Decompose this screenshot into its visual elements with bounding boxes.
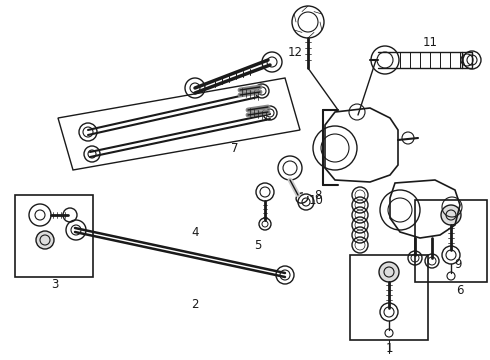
Text: 9: 9 bbox=[454, 258, 462, 271]
Text: 7: 7 bbox=[231, 141, 239, 154]
Circle shape bbox=[379, 262, 399, 282]
Text: 5: 5 bbox=[254, 239, 262, 252]
Bar bbox=[415, 200, 487, 282]
Circle shape bbox=[441, 205, 461, 225]
Bar bbox=[15, 195, 93, 277]
Text: 12: 12 bbox=[288, 45, 302, 59]
Bar bbox=[350, 255, 428, 340]
Text: 10: 10 bbox=[309, 194, 323, 207]
Circle shape bbox=[36, 231, 54, 249]
Text: 6: 6 bbox=[456, 284, 464, 297]
Text: 4: 4 bbox=[191, 225, 199, 239]
Text: 8: 8 bbox=[314, 189, 322, 202]
Text: 11: 11 bbox=[422, 36, 438, 49]
Text: 1: 1 bbox=[385, 342, 393, 355]
Text: 3: 3 bbox=[51, 279, 59, 292]
Text: 2: 2 bbox=[191, 298, 199, 311]
